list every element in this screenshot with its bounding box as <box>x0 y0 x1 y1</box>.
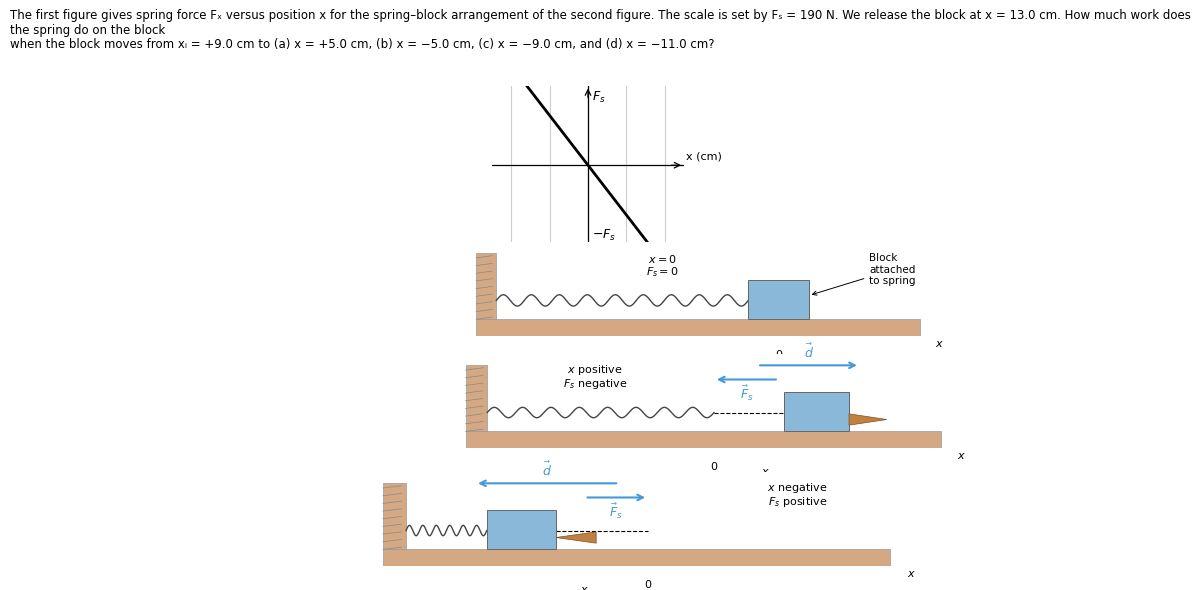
Text: x (cm): x (cm) <box>686 151 721 161</box>
Text: The first figure gives spring force Fₓ versus position x for the spring–block ar: The first figure gives spring force Fₓ v… <box>10 9 1190 37</box>
Text: $\vec{F}_s$: $\vec{F}_s$ <box>610 502 623 520</box>
Text: Block
attached
to spring: Block attached to spring <box>812 253 916 295</box>
Text: 0: 0 <box>775 349 782 359</box>
Text: $\vec{d}$: $\vec{d}$ <box>804 342 814 360</box>
Bar <box>476 319 919 336</box>
Text: 0: 0 <box>710 461 718 471</box>
Text: $(b)$: $(b)$ <box>704 473 724 488</box>
Text: $\vec{d}$: $\vec{d}$ <box>542 460 552 478</box>
Text: 0: 0 <box>644 579 652 589</box>
Bar <box>466 365 487 431</box>
Bar <box>749 280 809 319</box>
Bar <box>383 483 406 549</box>
Text: x: x <box>958 451 964 461</box>
Text: $x$: $x$ <box>761 467 769 477</box>
Text: x: x <box>907 569 914 579</box>
Text: x: x <box>935 339 942 349</box>
Bar <box>487 384 930 431</box>
Text: $F_s$ negative: $F_s$ negative <box>563 376 628 391</box>
Bar <box>487 510 556 549</box>
Bar <box>476 253 497 319</box>
Text: $(a)$: $(a)$ <box>698 357 718 372</box>
Bar <box>466 431 941 448</box>
Text: when the block moves from xᵢ = +9.0 cm to (a) x = +5.0 cm, (b) x = −5.0 cm, (c) : when the block moves from xᵢ = +9.0 cm t… <box>10 38 714 51</box>
Bar <box>383 549 890 566</box>
Text: $F_s$ positive: $F_s$ positive <box>768 494 828 509</box>
Polygon shape <box>850 414 887 425</box>
Text: $x = 0$: $x = 0$ <box>648 253 677 265</box>
Text: $x$ positive: $x$ positive <box>568 363 623 378</box>
Bar <box>497 272 910 319</box>
Text: $F_s$: $F_s$ <box>592 90 606 104</box>
Text: $x$ negative: $x$ negative <box>768 481 828 496</box>
Text: $F_s = 0$: $F_s = 0$ <box>647 266 679 279</box>
Text: $\vec{F}_s$: $\vec{F}_s$ <box>739 384 754 402</box>
Polygon shape <box>556 532 596 543</box>
Bar <box>406 502 878 549</box>
Text: $x$: $x$ <box>580 585 589 590</box>
Text: $-F_s$: $-F_s$ <box>592 227 616 242</box>
Bar <box>785 392 850 431</box>
